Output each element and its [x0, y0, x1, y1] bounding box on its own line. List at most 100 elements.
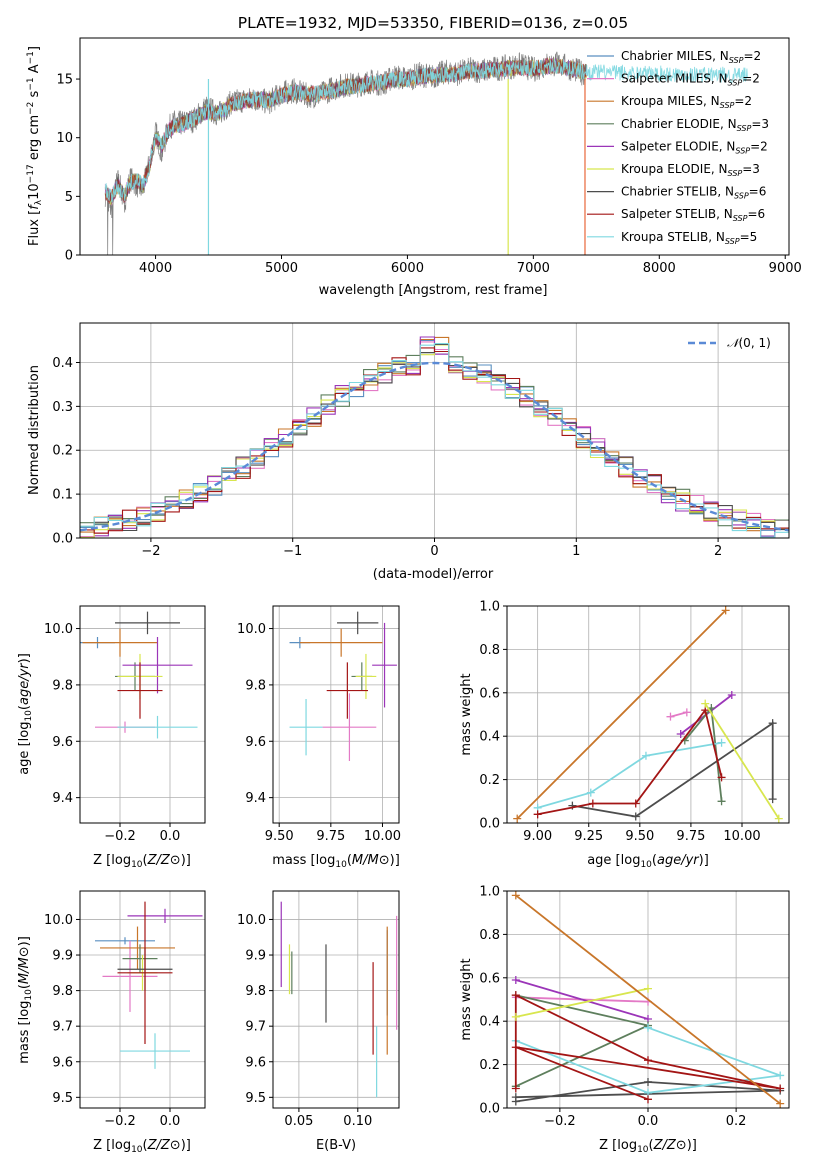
weight-marker [682, 708, 691, 717]
legend-text: Chabrier ELODIE, N [621, 117, 737, 131]
errorbar-plot-area [95, 901, 203, 1069]
legend-entry-label: Kroupa MILES, NSSP=2 [621, 94, 752, 110]
weight-vs-metallicity-panel: −0.2 0.0 0.2 0.0 0.2 0.4 0.6 0.8 1.0 mass weight Z… [459, 885, 790, 1155]
x-tick-label: 0 [430, 544, 438, 559]
weight-plot-area [511, 891, 785, 1108]
weight-marker [768, 795, 777, 804]
x-tick-label: −0.2 [104, 829, 136, 844]
legend-text: =2 [742, 72, 760, 86]
y-axis-label: mass weight [459, 673, 474, 755]
y-tick-label: 0.0 [479, 1102, 500, 1117]
weight-line [537, 741, 722, 809]
y-tick-label: 10.0 [44, 913, 73, 928]
label-sub: 10 [131, 860, 143, 870]
y-label-part: Flux [ [27, 210, 42, 246]
label-sub: 10 [335, 860, 347, 870]
label-part: Z [log [93, 853, 131, 868]
y-label-part: erg cm [27, 115, 42, 164]
weight-marker [644, 1077, 652, 1086]
legend-entry-label: Kroupa STELIB, NSSP=5 [621, 230, 757, 246]
y-tick-label: 9.9 [52, 949, 73, 964]
mass-vs-metallicity-panel: −0.2 0.09.59.69.79.89.910.0Z [log10(Z/Z⊙)… [17, 890, 206, 1155]
y-tick-label: 9.8 [52, 678, 73, 693]
legend-text: Kroupa ELODIE, N [621, 162, 728, 176]
weight-marker [533, 810, 542, 819]
label-part: age [log [17, 722, 32, 775]
spectrum-plot-area [104, 51, 748, 255]
weight-marker [511, 1043, 520, 1052]
legend-entry-label: Salpeter ELODIE, NSSP=2 [621, 139, 768, 155]
weight-marker [776, 1071, 785, 1080]
x-tick-label: 10.00 [723, 829, 760, 844]
x-axis-label: (data-model)/error [373, 567, 494, 582]
label-sub: 10 [24, 989, 34, 1001]
x-tick-label: 1 [572, 544, 580, 559]
label-part: ( [347, 853, 352, 868]
x-tick-label: 0.0 [160, 829, 181, 844]
y-tick-label: 0.6 [479, 686, 500, 701]
y-tick-label: 9.4 [52, 791, 73, 806]
legend-sub: SSP [720, 101, 735, 110]
legend-sub: SSP [728, 79, 743, 88]
weight-marker [511, 1093, 520, 1102]
legend-text: Salpeter STELIB, N [621, 207, 733, 221]
legend-entry-label: Chabrier MILES, NSSP=2 [621, 49, 761, 65]
y-tick-label: 0.8 [479, 643, 500, 658]
label-part: )] [17, 653, 32, 663]
weight-plot-area [513, 606, 783, 823]
x-tick-label: −0.2 [104, 1114, 136, 1129]
weight-line [515, 894, 781, 1105]
weight-marker [776, 1099, 785, 1108]
y-label-part: −17 [26, 164, 36, 183]
legend-sub: SSP [734, 192, 749, 201]
weight-marker [644, 1095, 652, 1104]
y-tick-label: 9.9 [245, 949, 266, 964]
y-tick-label: 10.0 [237, 913, 266, 928]
weight-marker [768, 719, 777, 728]
label-sub: 10 [131, 1145, 143, 1155]
legend-text: =5 [740, 230, 758, 244]
weight-line [704, 703, 780, 820]
weight-marker [513, 814, 522, 823]
errorbar-plot-area [280, 901, 398, 1098]
histogram-plot-area [80, 336, 789, 538]
y-tick-label: 0.4 [479, 730, 500, 745]
weight-marker [631, 799, 640, 808]
weight-marker [701, 699, 710, 708]
legend-text: Chabrier STELIB, N [621, 185, 734, 199]
legend-text: =2 [750, 139, 768, 153]
weight-line [670, 711, 688, 718]
label-part: )] [390, 853, 400, 868]
y-tick-label: 5 [65, 190, 73, 205]
model-spectrum-line [104, 58, 748, 203]
normal-legend-label: 𝒩(0, 1) [727, 336, 771, 350]
legend-entry-label: Salpeter MILES, NSSP=2 [621, 72, 760, 88]
y-tick-label: 0.1 [52, 488, 73, 503]
label-part: Z [log [599, 1138, 637, 1153]
label-part: )] [181, 1138, 191, 1153]
y-tick-label: 9.8 [245, 984, 266, 999]
legend-entry-label: Salpeter STELIB, NSSP=6 [621, 207, 765, 223]
legend-sub: SSP [725, 237, 740, 246]
label-part: Z/Z⊙ [653, 1138, 687, 1153]
legend-text: Chabrier MILES, N [621, 49, 729, 63]
residuals-panel: −2 −1 0 1 2 0.0 0.1 0.2 0.3 0.4 𝒩(0, 1) (data-model… [27, 322, 790, 582]
x-tick-label: 9.75 [316, 829, 345, 844]
y-axis-label: Normed distribution [27, 365, 42, 495]
weight-line [514, 993, 781, 1101]
weight-line [537, 708, 723, 816]
legend-sub: SSP [733, 214, 748, 223]
weight-marker [644, 984, 652, 993]
errorbar-plot-area [289, 611, 397, 761]
x-tick-label: −2 [141, 544, 160, 559]
y-label-part: 10 [27, 183, 42, 200]
y-label-part: f [27, 203, 42, 210]
legend-text: Salpeter MILES, N [621, 72, 728, 86]
weight-line [515, 987, 649, 1018]
weight-vs-age-panel: 9.00 9.25 9.50 9.75 10.00 0.0 0.2 0.4 0.6 0.8 1.0 m… [459, 600, 790, 870]
x-tick-label: −1 [283, 544, 302, 559]
x-tick-label: 2 [714, 544, 722, 559]
weight-marker [644, 1023, 652, 1032]
x-tick-label: 10.00 [364, 829, 401, 844]
